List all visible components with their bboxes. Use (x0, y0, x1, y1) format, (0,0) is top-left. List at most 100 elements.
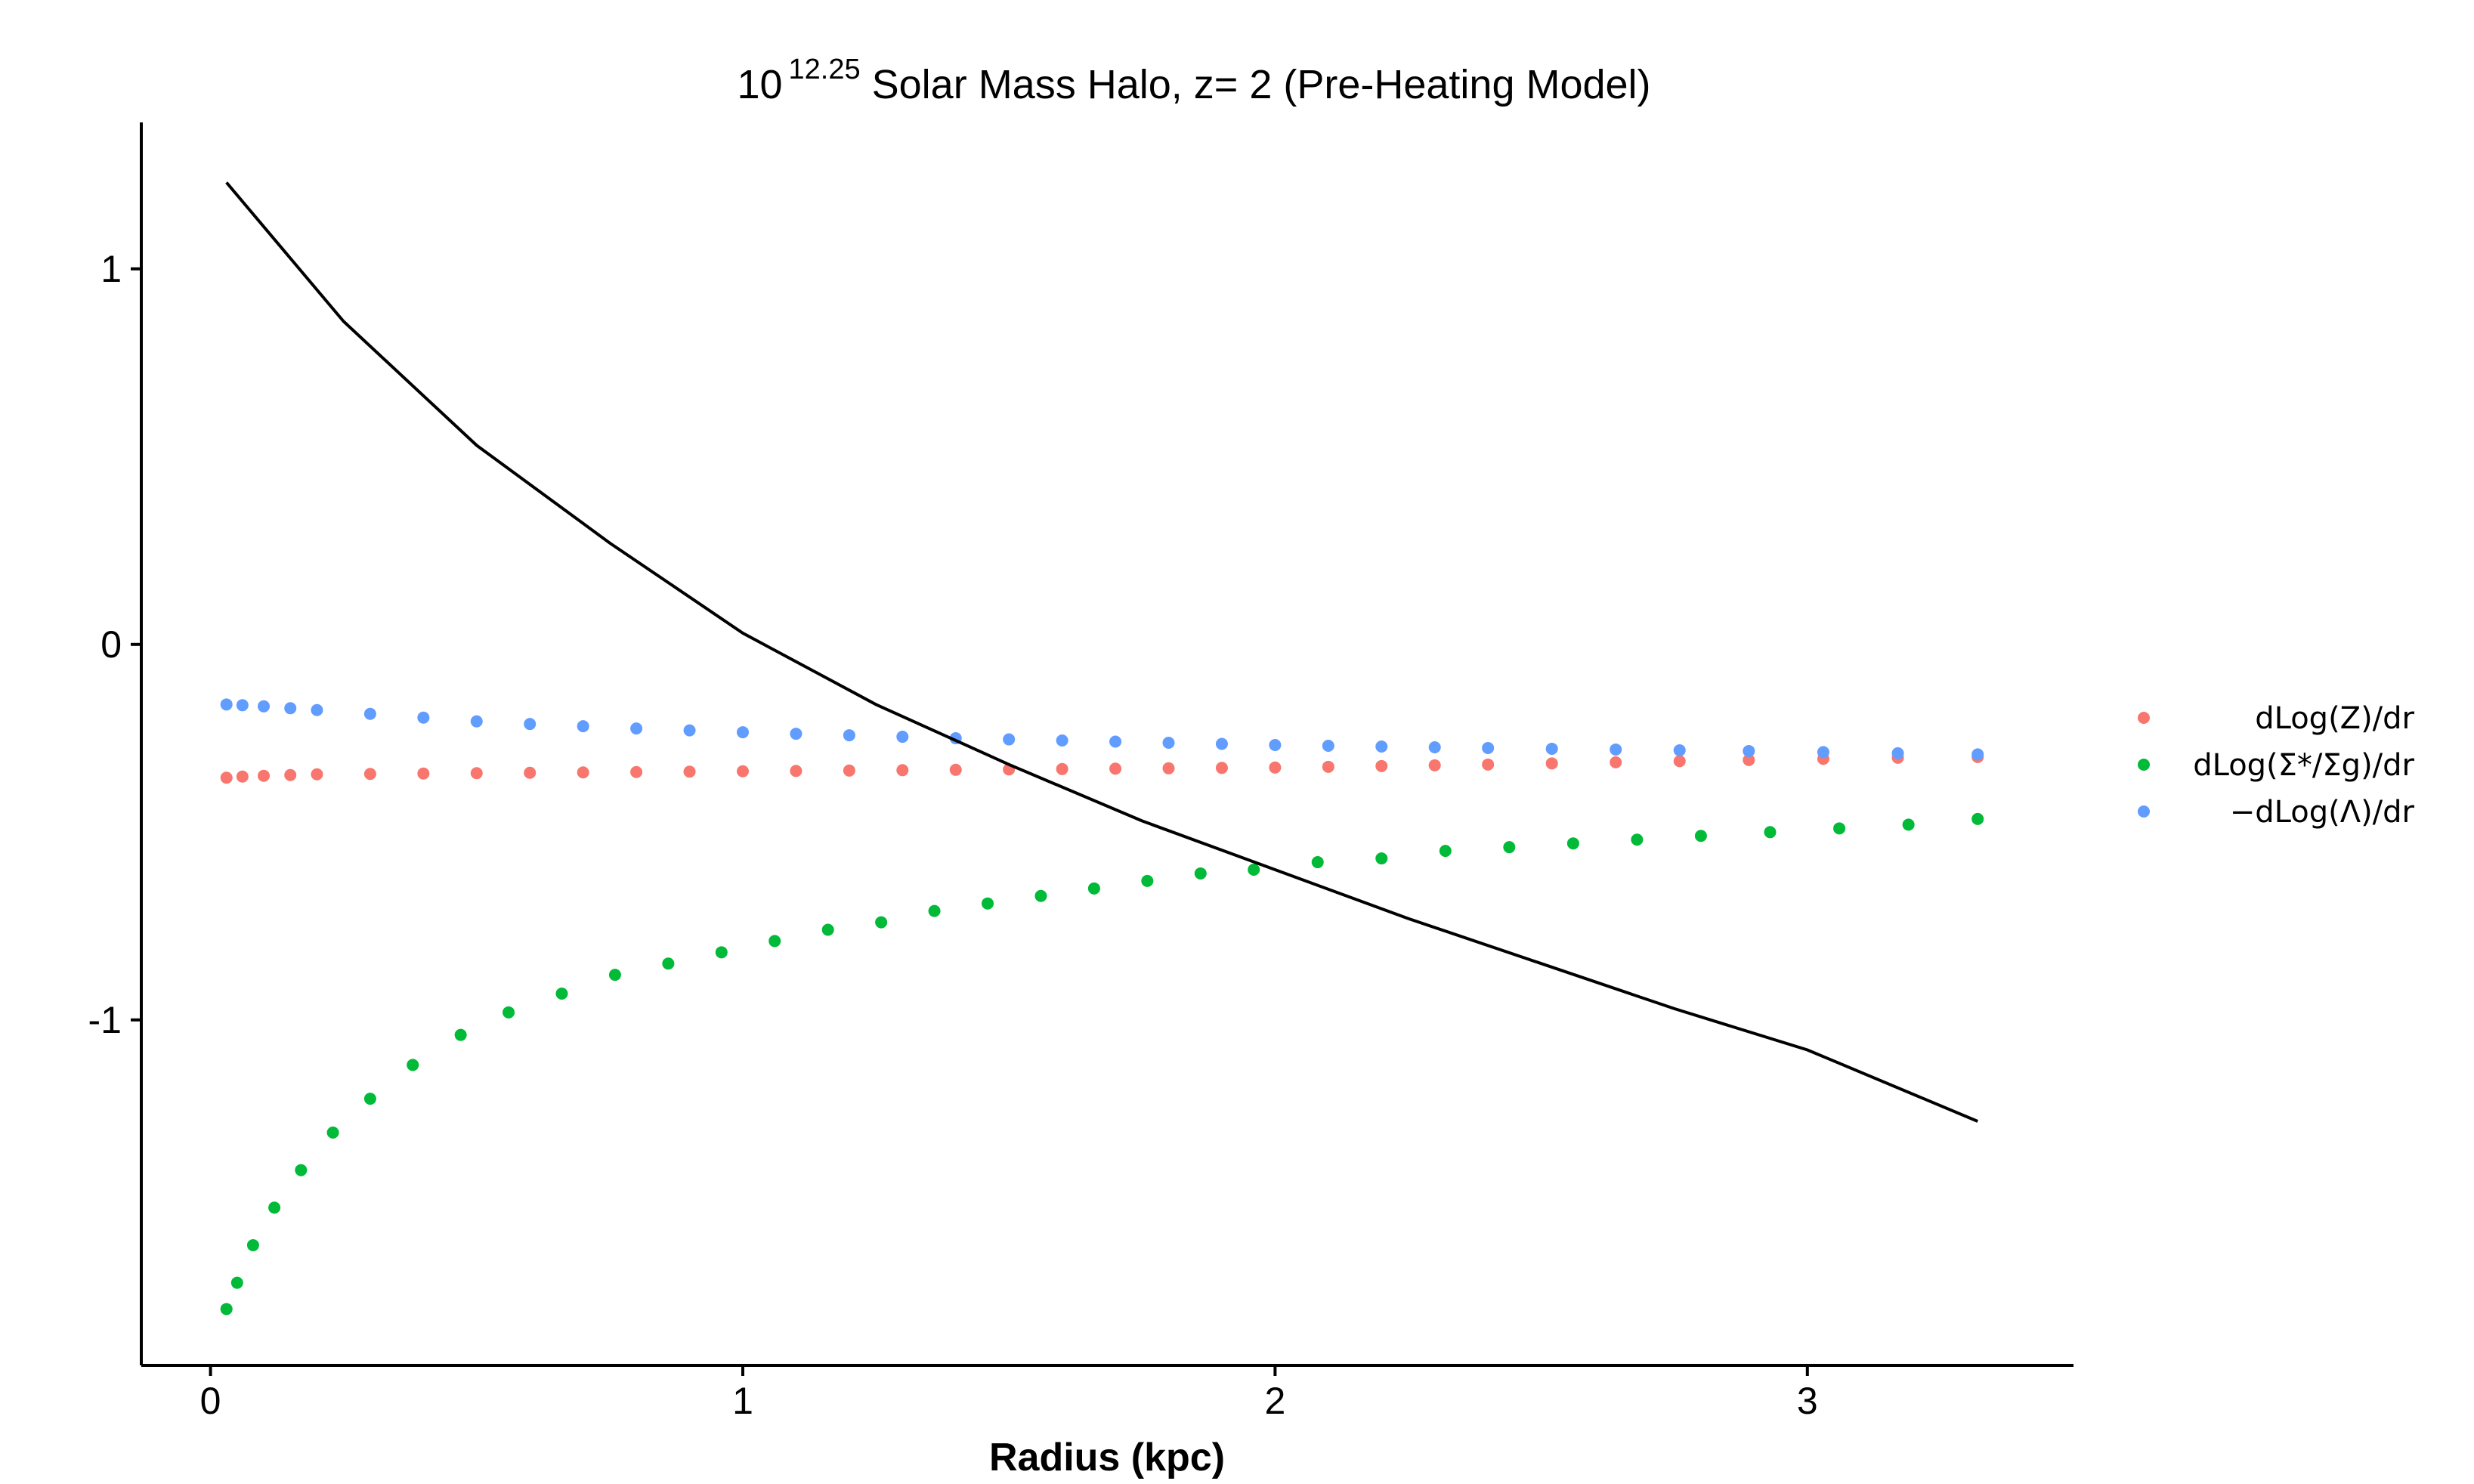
data-point (246, 1238, 259, 1251)
data-point (1439, 845, 1452, 858)
data-point (1375, 740, 1388, 753)
data-point (1194, 867, 1207, 880)
data-point (363, 768, 376, 781)
series-0 (220, 750, 1984, 784)
data-point (1269, 761, 1282, 774)
data-point (1109, 762, 1122, 775)
data-point (790, 728, 803, 740)
data-point (1375, 852, 1388, 865)
data-point (555, 987, 568, 1000)
legend-label-sigma: dLog(Σ*/Σg)/dr (2193, 748, 2414, 783)
data-point (1673, 755, 1686, 768)
data-point (454, 1028, 467, 1041)
data-point (1375, 759, 1388, 772)
data-point (1833, 822, 1846, 835)
data-point (1248, 863, 1260, 876)
data-point (1743, 753, 1755, 766)
data-point (236, 770, 249, 783)
data-point (1322, 739, 1334, 752)
data-point (843, 764, 855, 777)
x-tick-label: 3 (1797, 1380, 1818, 1422)
data-point (1764, 826, 1777, 839)
data-point (1162, 762, 1175, 774)
y-ticks: 1 0 -1 (88, 248, 141, 1041)
data-point (1322, 760, 1334, 773)
data-point (258, 700, 271, 713)
chart-title: 10 12.25 Solar Mass Halo, z= 2 (Pre-Heati… (737, 54, 1650, 107)
y-tick-label: 0 (101, 623, 122, 666)
data-point (1428, 759, 1441, 771)
title-exponent: 12.25 (789, 54, 861, 85)
data-point (1610, 756, 1622, 768)
data-point (1141, 874, 1154, 887)
data-point (220, 1303, 233, 1316)
data-point (630, 722, 643, 735)
data-point (326, 1126, 339, 1139)
data-point (736, 765, 749, 778)
data-point (1087, 882, 1100, 895)
data-point (1056, 762, 1068, 775)
series-points (220, 698, 1984, 1316)
data-point (524, 718, 537, 731)
data-point (295, 1164, 308, 1176)
x-axis-title: Radius (kpc) (989, 1436, 1225, 1479)
data-point (843, 729, 855, 742)
data-point (662, 957, 675, 970)
data-point (470, 715, 483, 728)
data-point (1743, 744, 1755, 757)
data-point (715, 946, 728, 959)
data-point (1631, 833, 1644, 846)
data-point (1215, 762, 1228, 774)
data-point (1673, 744, 1686, 756)
data-point (1215, 737, 1228, 750)
data-point (1003, 733, 1016, 746)
data-point (1566, 837, 1579, 850)
series-1 (220, 812, 1984, 1316)
data-point (236, 699, 249, 712)
data-point (470, 767, 483, 780)
data-point (768, 935, 781, 948)
data-point (284, 702, 297, 715)
data-point (683, 724, 696, 737)
data-point (1034, 889, 1047, 902)
x-tick-label: 0 (200, 1380, 221, 1422)
data-point (220, 771, 233, 784)
data-point (1610, 743, 1622, 756)
legend-key-z (2138, 712, 2150, 724)
data-point (982, 897, 994, 910)
data-point (1482, 758, 1495, 771)
data-point (1902, 818, 1915, 831)
data-point (524, 766, 537, 779)
x-tick-label: 2 (1264, 1380, 1285, 1422)
data-point (1311, 856, 1324, 869)
data-point (1694, 830, 1707, 842)
title-base: 10 (737, 62, 782, 107)
line-series (225, 181, 1978, 1123)
data-point (608, 969, 621, 982)
data-point (790, 765, 803, 778)
data-point (417, 767, 430, 780)
data-point (1891, 747, 1904, 759)
data-point (311, 768, 323, 781)
y-tick-label: 1 (101, 248, 122, 290)
data-point (949, 763, 962, 776)
data-point (1109, 735, 1122, 748)
data-point (1056, 734, 1068, 747)
data-point (1545, 742, 1558, 755)
legend-label-lambda: −dLog(Λ)/dr (2230, 795, 2415, 830)
data-point (896, 764, 909, 777)
data-point (875, 916, 888, 929)
data-point (1482, 741, 1495, 754)
data-point (417, 711, 430, 724)
legend-key-lambda (2138, 805, 2150, 818)
data-point (363, 1093, 376, 1105)
title-rest: Solar Mass Halo, z= 2 (Pre-Heating Model… (861, 62, 1651, 107)
data-point (577, 720, 589, 733)
data-point (577, 766, 589, 779)
x-tick-label: 1 (732, 1380, 753, 1422)
data-point (407, 1059, 419, 1071)
data-point (311, 703, 323, 716)
data-point (1971, 812, 1984, 825)
legend: dLog(Z)/dr dLog(Σ*/Σg)/dr −dLog(Λ)/dr (2138, 701, 2415, 830)
data-point (1817, 746, 1829, 759)
